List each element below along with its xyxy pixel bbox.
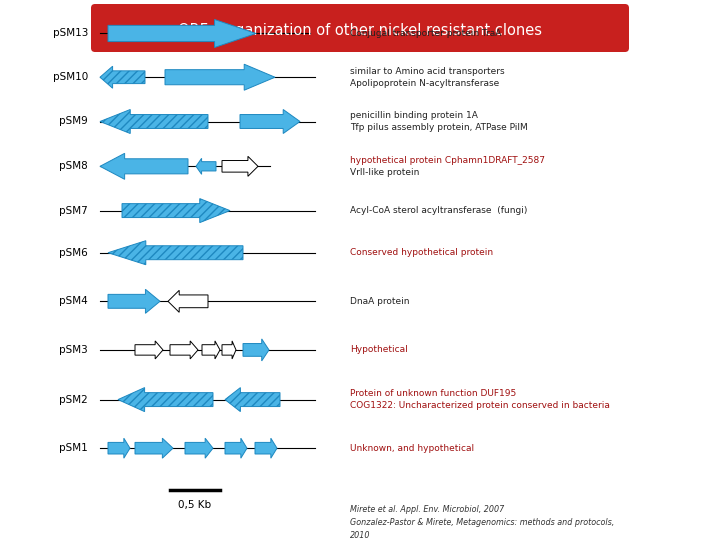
Polygon shape	[243, 339, 269, 361]
Text: 0,5 Kb: 0,5 Kb	[179, 500, 212, 510]
Polygon shape	[240, 110, 300, 133]
Polygon shape	[255, 438, 277, 458]
Text: pSM3: pSM3	[59, 345, 88, 355]
Text: pSM2: pSM2	[59, 395, 88, 404]
Text: Hypothetical: Hypothetical	[350, 346, 408, 354]
Text: hypothetical protein Cphamn1DRAFT_2587: hypothetical protein Cphamn1DRAFT_2587	[350, 156, 545, 165]
Text: pSM7: pSM7	[59, 206, 88, 215]
Polygon shape	[108, 19, 256, 48]
FancyBboxPatch shape	[91, 4, 629, 52]
Text: penicillin binding protein 1A: penicillin binding protein 1A	[350, 111, 478, 120]
Polygon shape	[185, 438, 213, 458]
Text: pSM13: pSM13	[53, 29, 88, 38]
Text: pSM1: pSM1	[59, 443, 88, 453]
Text: pSM6: pSM6	[59, 248, 88, 258]
Polygon shape	[165, 64, 275, 90]
Polygon shape	[135, 438, 173, 458]
Polygon shape	[108, 438, 130, 458]
Text: ORFs organization of other nickel resistant clones: ORFs organization of other nickel resist…	[178, 23, 542, 37]
Text: Unknown, and hypothetical: Unknown, and hypothetical	[350, 444, 474, 453]
Polygon shape	[170, 341, 198, 359]
Polygon shape	[135, 341, 163, 359]
Text: Gonzalez-Pastor & Mirete, Metagenomics: methods and protocols,: Gonzalez-Pastor & Mirete, Metagenomics: …	[350, 518, 614, 527]
Polygon shape	[122, 199, 230, 222]
Text: 2010: 2010	[350, 531, 371, 540]
Polygon shape	[100, 66, 145, 88]
Text: pSM9: pSM9	[59, 117, 88, 126]
Text: Protein of unknown function DUF195: Protein of unknown function DUF195	[350, 389, 516, 398]
Text: pSM8: pSM8	[59, 161, 88, 171]
Polygon shape	[225, 388, 280, 411]
Text: Acyl-CoA sterol acyltransferase  (fungi): Acyl-CoA sterol acyltransferase (fungi)	[350, 206, 527, 215]
Polygon shape	[108, 241, 243, 265]
Polygon shape	[100, 110, 208, 133]
Text: pSM10: pSM10	[53, 72, 88, 82]
Polygon shape	[100, 153, 188, 179]
Text: Tfp pilus assembly protein, ATPase PilM: Tfp pilus assembly protein, ATPase PilM	[350, 123, 528, 132]
Polygon shape	[222, 341, 236, 359]
Text: Apolipoprotein N-acyltransferase: Apolipoprotein N-acyltransferase	[350, 79, 499, 87]
Text: Conserved hypothetical protein: Conserved hypothetical protein	[350, 248, 493, 257]
Text: Vrll-like protein: Vrll-like protein	[350, 168, 419, 177]
Text: pSM4: pSM4	[59, 296, 88, 306]
Text: Conjugal transporter protein TraA: Conjugal transporter protein TraA	[350, 29, 501, 38]
Text: Mirete et al. Appl. Env. Microbiol, 2007: Mirete et al. Appl. Env. Microbiol, 2007	[350, 505, 504, 514]
Text: COG1322: Uncharacterized protein conserved in bacteria: COG1322: Uncharacterized protein conserv…	[350, 401, 610, 410]
Text: DnaA protein: DnaA protein	[350, 297, 410, 306]
Polygon shape	[196, 158, 216, 174]
Polygon shape	[168, 291, 208, 312]
Polygon shape	[222, 156, 258, 177]
Polygon shape	[118, 388, 213, 411]
Text: similar to Amino acid transporters: similar to Amino acid transporters	[350, 67, 505, 76]
Polygon shape	[225, 438, 247, 458]
Polygon shape	[202, 341, 220, 359]
Polygon shape	[108, 289, 160, 313]
